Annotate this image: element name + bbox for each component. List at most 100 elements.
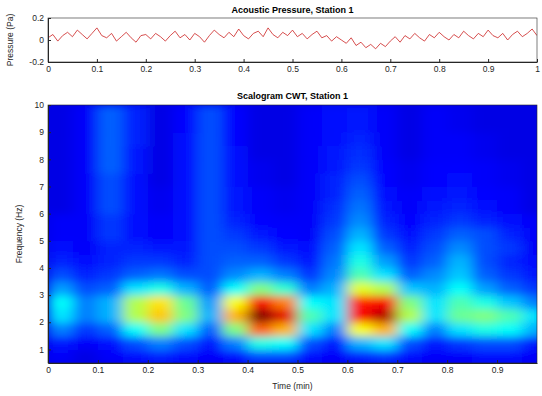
heatmap-cell: [472, 200, 498, 214]
heatmap-cell: [148, 146, 174, 160]
y-tick-label: 4: [39, 263, 44, 273]
heatmap-cell: [98, 132, 124, 146]
heatmap-cell: [248, 186, 274, 200]
heatmap-cell: [198, 282, 224, 296]
heatmap-cell: [273, 186, 299, 200]
heatmap-cell: [98, 200, 124, 214]
heatmap-cell: [173, 349, 199, 363]
heatmap-cell: [223, 159, 249, 173]
heatmap-background: [48, 105, 537, 363]
y-axis: 12345678910: [35, 100, 51, 363]
heatmap-cell: [522, 309, 537, 323]
heatmap-cell: [372, 241, 398, 255]
heatmap-cell: [223, 227, 249, 241]
x-tick: 0.3: [189, 59, 201, 74]
heatmap-cell: [273, 146, 299, 160]
heatmap-cell: [173, 186, 199, 200]
heatmap-cell: [322, 173, 348, 187]
heatmap-cell: [273, 349, 299, 363]
heatmap-cell: [198, 159, 224, 173]
heatmap-cell: [98, 268, 124, 282]
x-tick-mark: [195, 59, 196, 62]
heatmap-cell: [148, 214, 174, 228]
x-tick-mark: [390, 59, 391, 62]
heatmap-cell: [123, 336, 149, 350]
heatmap-cell: [173, 159, 199, 173]
heatmap-cell: [248, 119, 274, 133]
heatmap-cell: [397, 349, 423, 363]
heatmap-cell: [273, 159, 299, 173]
heatmap-cell: [73, 295, 99, 309]
heatmap-cell: [422, 119, 448, 133]
heatmap-cell: [372, 227, 398, 241]
heatmap-cell: [73, 214, 99, 228]
chart-title: Acoustic Pressure, Station 1: [231, 5, 353, 15]
heatmap-cell: [497, 173, 523, 187]
x-tick-label: 0.4: [242, 365, 254, 375]
heatmap-cell: [297, 173, 323, 187]
heatmap-cell: [322, 200, 348, 214]
heatmap-cell: [223, 309, 249, 323]
heatmap-cell: [148, 295, 174, 309]
heatmap-cell: [273, 173, 299, 187]
heatmap-cell: [322, 349, 348, 363]
heatmap-cell: [273, 322, 299, 336]
heatmap-cell: [148, 268, 174, 282]
x-axis: 00.10.20.30.40.50.60.70.80.91: [46, 59, 540, 74]
heatmap-cell: [347, 132, 373, 146]
x-tick-mark: [397, 360, 398, 363]
x-tick-label: 0.1: [92, 365, 104, 375]
heatmap-cell: [73, 173, 99, 187]
heatmap-cell: [248, 241, 274, 255]
heatmap-cell: [397, 295, 423, 309]
heatmap-cell: [73, 349, 99, 363]
heatmap-cell: [297, 349, 323, 363]
heatmap-cell: [198, 173, 224, 187]
heatmap-cell: [173, 254, 199, 268]
heatmap-cell: [173, 227, 199, 241]
heatmap-cell: [223, 282, 249, 296]
heatmap-cell: [273, 241, 299, 255]
x-tick-mark: [248, 360, 249, 363]
heatmap-cell: [372, 159, 398, 173]
heatmap-cell: [497, 349, 523, 363]
heatmap-cell: [248, 349, 274, 363]
heatmap-cell: [397, 268, 423, 282]
heatmap-cell: [447, 227, 473, 241]
heatmap-cell: [123, 132, 149, 146]
heatmap-cell: [198, 336, 224, 350]
y-tick-label: 0.2: [32, 13, 44, 23]
heatmap-cell: [422, 132, 448, 146]
heatmap-cell: [98, 254, 124, 268]
heatmap-cell: [98, 295, 124, 309]
heatmap-cell: [497, 159, 523, 173]
heatmap-cell: [98, 186, 124, 200]
heatmap-cell: [223, 349, 249, 363]
pressure-line: [48, 28, 537, 49]
heatmap-cell: [347, 227, 373, 241]
heatmap-cell: [148, 173, 174, 187]
heatmap-cell: [347, 336, 373, 350]
heatmap-cell: [198, 186, 224, 200]
heatmap-cell: [497, 186, 523, 200]
heatmap-cell: [422, 268, 448, 282]
y-axis: -0.200.2: [29, 13, 51, 67]
heatmap-cell: [472, 119, 498, 133]
x-tick: 0.1: [92, 360, 104, 375]
heatmap-cell: [472, 105, 498, 119]
x-tick: 0.8: [442, 360, 454, 375]
heatmap-cell: [123, 186, 149, 200]
heatmap-cell: [173, 282, 199, 296]
x-tick-label: 0.7: [385, 64, 397, 74]
heatmap-cell: [297, 227, 323, 241]
y-tick-label: 9: [39, 127, 44, 137]
heatmap-cell: [397, 105, 423, 119]
heatmap-cell: [347, 295, 373, 309]
y-tick-label: -0.2: [29, 57, 44, 67]
heatmap-cell: [123, 227, 149, 241]
heatmap-cell: [397, 241, 423, 255]
heatmap-cell: [347, 349, 373, 363]
x-tick-mark: [293, 59, 294, 62]
heatmap-cell: [73, 322, 99, 336]
heatmap-cell: [98, 173, 124, 187]
